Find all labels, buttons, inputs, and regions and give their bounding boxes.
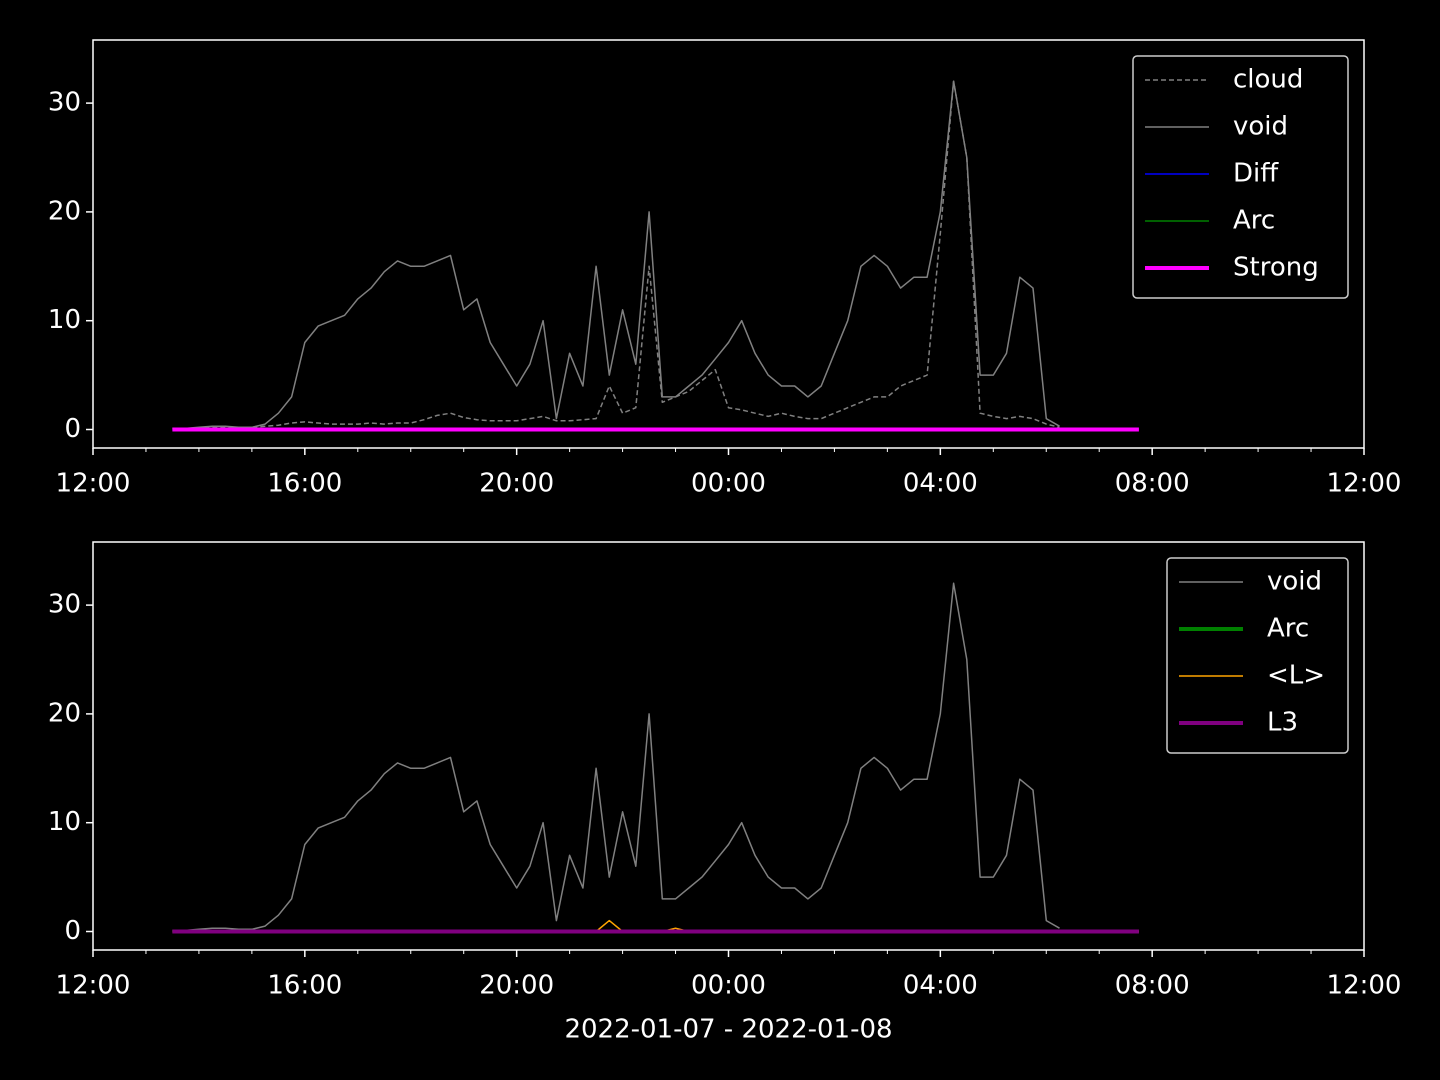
- x-tick-label: 16:00: [267, 971, 342, 1001]
- x-tick-label: 16:00: [267, 469, 342, 499]
- legend-frame: [1132, 55, 1349, 299]
- legend-label: void: [1267, 567, 1322, 597]
- x-tick-label: 00:00: [691, 971, 766, 1001]
- legend-frame: [1166, 557, 1349, 754]
- legend-label: L3: [1267, 708, 1298, 738]
- y-tick-label: 20: [48, 196, 81, 226]
- x-tick-label: 08:00: [1115, 971, 1190, 1001]
- y-tick-label: 30: [48, 590, 81, 620]
- y-tick-label: 20: [48, 698, 81, 728]
- legend-label: cloud: [1233, 65, 1303, 95]
- legend-label: Strong: [1233, 253, 1319, 283]
- x-tick-label: 20:00: [479, 971, 554, 1001]
- y-tick-label: 10: [48, 807, 81, 837]
- legend: void Arc <L> L3: [1166, 557, 1349, 754]
- y-tick-label: 0: [64, 916, 81, 946]
- series-line: [172, 582, 1060, 932]
- series-line: [172, 80, 1060, 430]
- x-tick-label: 12:00: [1327, 469, 1402, 499]
- x-axis-label: 2022-01-07 - 2022-01-08: [564, 1015, 892, 1045]
- series-line: [172, 80, 1060, 430]
- legend-label: Arc: [1267, 614, 1309, 644]
- legend-label: Diff: [1233, 159, 1279, 189]
- x-tick-label: 08:00: [1115, 469, 1190, 499]
- x-tick-label: 04:00: [903, 469, 978, 499]
- legend-label: <L>: [1267, 661, 1325, 691]
- legend-label: Arc: [1233, 206, 1275, 236]
- y-tick-label: 0: [64, 414, 81, 444]
- x-tick-label: 04:00: [903, 971, 978, 1001]
- axes-frame: [92, 39, 1365, 449]
- x-tick-label: 12:00: [1327, 971, 1402, 1001]
- x-tick-label: 12:00: [56, 971, 131, 1001]
- y-tick-label: 10: [48, 305, 81, 335]
- x-tick-label: 00:00: [691, 469, 766, 499]
- x-tick-label: 20:00: [479, 469, 554, 499]
- axes-frame: [92, 541, 1365, 951]
- legend-label: void: [1233, 112, 1288, 142]
- legend: cloud void Diff Arc Strong: [1132, 55, 1349, 299]
- y-tick-label: 30: [48, 88, 81, 118]
- x-tick-label: 12:00: [56, 469, 131, 499]
